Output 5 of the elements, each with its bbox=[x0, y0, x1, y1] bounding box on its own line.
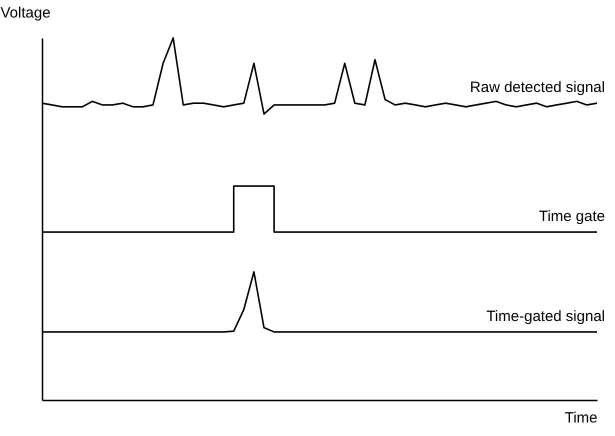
series-label: Time-gated signal bbox=[486, 308, 605, 325]
series-label: Raw detected signal bbox=[470, 79, 605, 96]
y-axis-title: Voltage bbox=[0, 4, 51, 22]
series-label: Time gate bbox=[538, 208, 605, 226]
x-axis-title: Time bbox=[564, 410, 598, 426]
